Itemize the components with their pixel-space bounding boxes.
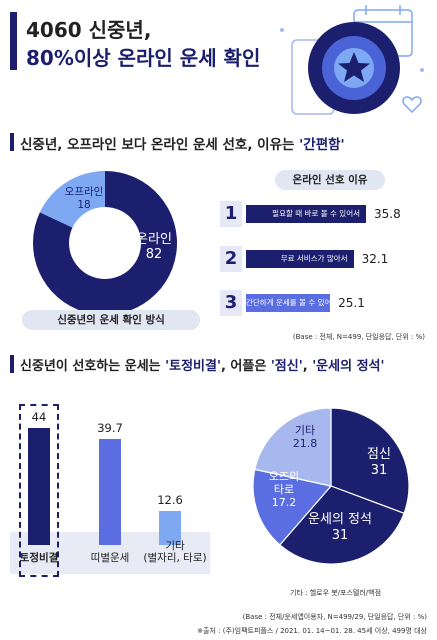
section1-title-highlight: '간편함' xyxy=(299,137,345,153)
pie-label-oz-tarot-value: 17.2 xyxy=(271,496,297,510)
pie-slice-jeomsin xyxy=(330,407,410,515)
section1-accent-bar xyxy=(10,133,14,151)
donut-label-offline-value: 18 xyxy=(77,199,91,211)
reasons-chart-title: 온라인 선호 이유 xyxy=(275,170,385,190)
reason-value-1: 35.8 xyxy=(374,207,401,221)
title-accent-bar xyxy=(10,12,17,70)
section2-title-part2: '토정비결' xyxy=(165,359,221,374)
pie-label-jeongseok-name: 운세의 정석 xyxy=(308,512,372,527)
online-donut-chart xyxy=(33,171,178,315)
pie-label-jeomsin-name: 점신 xyxy=(367,447,391,462)
donut-label-offline: 오프라인 18 xyxy=(44,184,124,211)
pie-label-other-value: 21.8 xyxy=(292,437,318,451)
star-icon xyxy=(338,52,370,82)
bar-3 xyxy=(159,511,181,545)
highlight-dashed-box xyxy=(19,404,59,577)
reason-bar-1: 필요할 때 바로 볼 수 있어서 xyxy=(246,205,366,223)
pie-label-jeomsin-value: 31 xyxy=(370,462,388,478)
section2-title-part3: , 어플은 xyxy=(220,359,271,374)
bar-value-label-2: 39.7 xyxy=(97,421,123,436)
donut-label-online: 온라인 82 xyxy=(124,228,184,262)
reason-rank-1: 1 xyxy=(220,201,242,227)
pie-label-other: 기타 21.8 xyxy=(282,424,328,450)
bar-category-label-1: 토정비결 xyxy=(19,552,59,564)
pie-slice-other xyxy=(254,407,332,487)
donut-slice-offline xyxy=(39,171,106,228)
reason-bar-2: 무료 서비스가 많아서 xyxy=(246,250,354,268)
footer-base-note: (Base : 전체/운세앱이용자, N=499/29, 단일응답, 단위 : … xyxy=(242,613,427,621)
page-title-line2: 80%이상 온라인 운세 확인 xyxy=(26,46,261,70)
pie-slice-jeongseok xyxy=(278,485,405,565)
pie-label-jeongseok-value: 31 xyxy=(331,527,349,543)
reason-value-3: 25.1 xyxy=(338,296,365,310)
donut-label-offline-name: 오프라인 xyxy=(64,186,104,198)
page-title-line1: 4060 신중년, xyxy=(26,18,152,42)
reasons-base-note: (Base : 전체, N=499, 단일응답, 단위 : %) xyxy=(292,333,425,341)
bar-value-label-1: 44 xyxy=(31,409,47,424)
footer-source: ※출처 : (주)임팩트피플스 / 2021. 01. 14~01. 28. 4… xyxy=(197,627,427,635)
section2-title: 신중년이 선호하는 운세는 '토정비결', 어플은 '점신', '운세의 정석' xyxy=(20,355,384,374)
reason-value-2: 32.1 xyxy=(361,252,389,266)
reason-rank-3: 3 xyxy=(220,290,242,316)
section2-title-part6: '운세의 정석' xyxy=(312,359,385,374)
section2-title-part1: 신중년이 선호하는 운세는 xyxy=(20,359,166,374)
donut-chart-title: 신중년의 운세 확인 방식 xyxy=(22,310,200,330)
pie-label-other-name: 기타 xyxy=(294,424,316,437)
pie-slice-oz-tarot xyxy=(252,468,333,546)
pie-label-oz-tarot: 오즈의 타로 17.2 xyxy=(258,470,310,510)
bar-category-label-3: 기타 (별자리, 타로) xyxy=(143,540,207,565)
pie-label-jeongseok: 운세의 정석 31 xyxy=(290,512,390,543)
fortune-illustration xyxy=(280,5,424,115)
heart-icon xyxy=(402,96,422,114)
reason-rank-2: 2 xyxy=(220,246,242,272)
bar-2 xyxy=(99,439,121,545)
bar-value-label-3: 12.6 xyxy=(157,493,183,508)
donut-label-online-value: 82 xyxy=(145,247,163,262)
donut-slice-online xyxy=(33,171,178,315)
section2-title-part4: '점신' xyxy=(270,359,303,374)
reason-bar-3: 간단하게 운세를 볼 수 있어서 xyxy=(246,294,331,312)
pie-label-oz-tarot-name: 오즈의 타로 xyxy=(268,470,300,497)
app-pie-chart xyxy=(252,407,410,565)
bar-category-label-2: 띠별운세 xyxy=(90,552,130,564)
bar-1 xyxy=(28,427,50,545)
section1-title: 신중년, 오프라인 보다 온라인 운세 선호, 이유는 '간편함' xyxy=(20,133,345,153)
section1-title-prefix: 신중년, 오프라인 보다 온라인 운세 선호, 이유는 xyxy=(20,137,300,153)
donut-label-online-name: 온라인 xyxy=(136,232,172,247)
pie-label-jeomsin: 점신 31 xyxy=(354,447,404,478)
section2-accent-bar xyxy=(10,355,14,373)
section2-title-part5: , xyxy=(302,359,313,374)
pie-other-note: 기타 : 헬로우 봇/포스텔러/백점 xyxy=(290,589,382,597)
